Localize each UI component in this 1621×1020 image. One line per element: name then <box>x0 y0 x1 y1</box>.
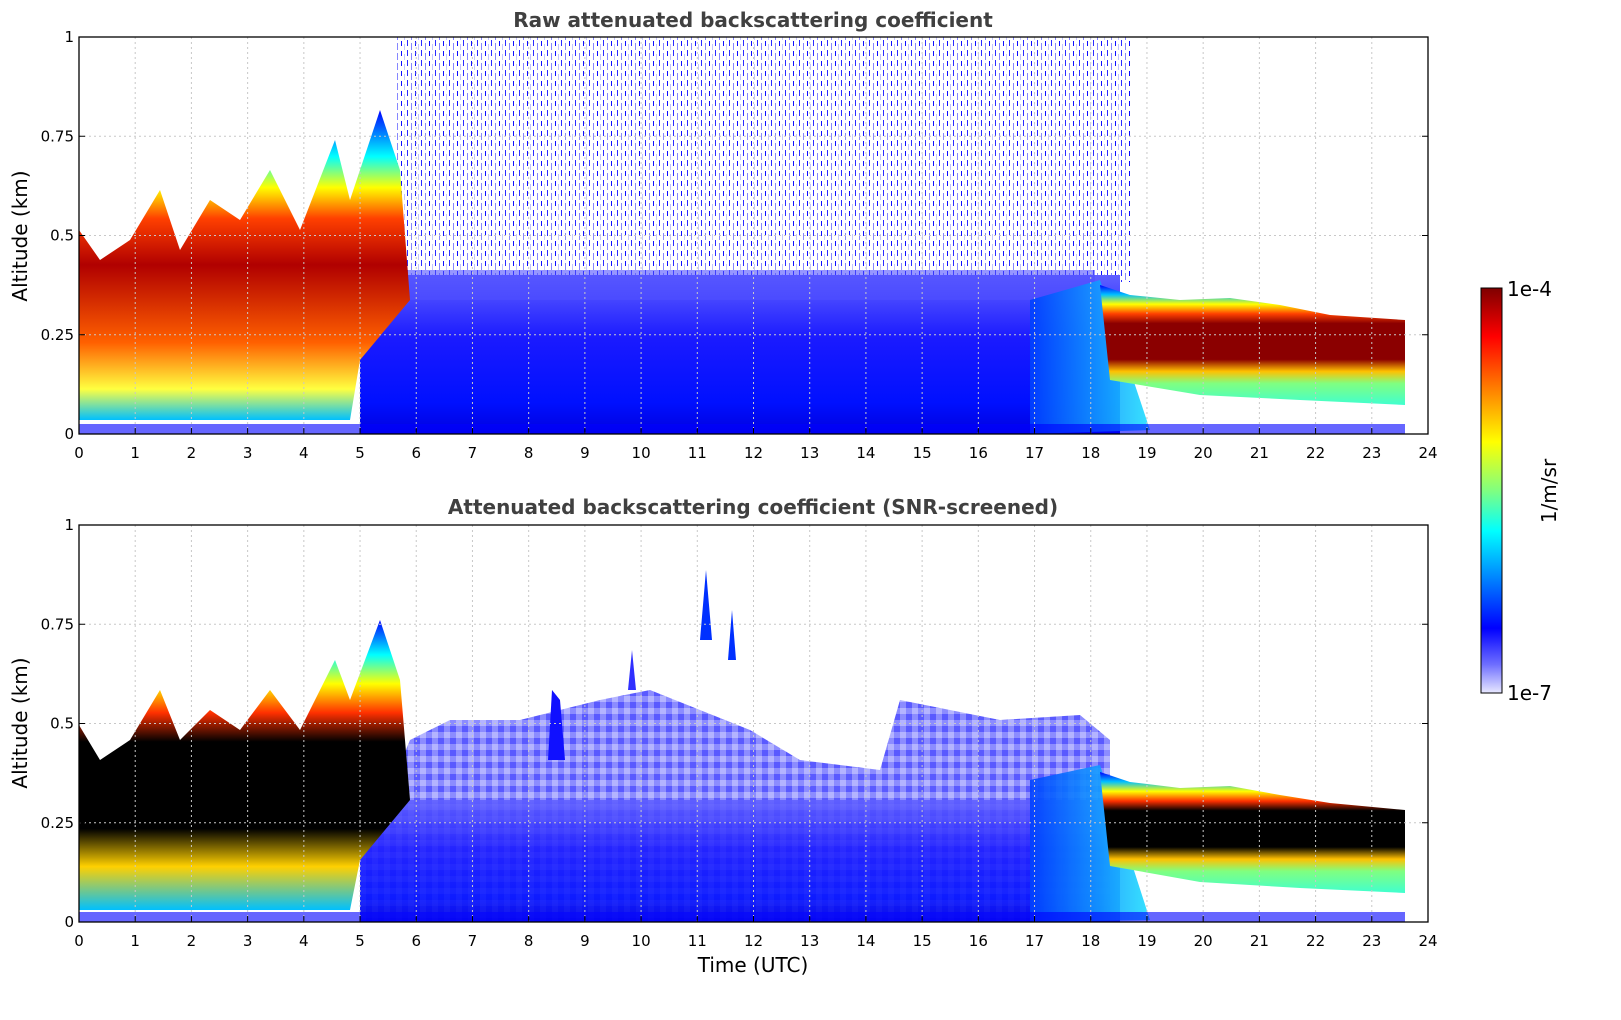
x-tick-label: 22 <box>1306 444 1325 462</box>
y-tick-label: 0.5 <box>50 715 74 733</box>
colorbar-unit-label: 1/m/sr <box>1537 458 1561 523</box>
x-tick-label: 4 <box>299 444 309 462</box>
x-tick-label: 19 <box>1137 444 1156 462</box>
grid-lines <box>79 37 1428 434</box>
x-tick-label: 16 <box>969 932 988 950</box>
x-tick-label: 8 <box>524 444 534 462</box>
x-tick-label: 6 <box>411 932 421 950</box>
y-tick-label: 0.25 <box>41 814 74 832</box>
y-tick-label: 1 <box>64 516 74 534</box>
x-tick-label: 2 <box>187 932 197 950</box>
x-tick-label: 23 <box>1362 444 1381 462</box>
x-tick-label: 7 <box>468 932 478 950</box>
x-tick-label: 20 <box>1194 932 1213 950</box>
x-tick-label: 24 <box>1418 932 1437 950</box>
panel-title: Attenuated backscattering coefficient (S… <box>448 495 1058 519</box>
y-axis-label: Altitude (km) <box>8 170 32 301</box>
y-tick-label: 1 <box>64 28 74 46</box>
y-tick-label: 0 <box>64 913 74 931</box>
x-tick-label: 11 <box>688 444 707 462</box>
x-tick-label: 23 <box>1362 932 1381 950</box>
x-tick-label: 15 <box>913 444 932 462</box>
x-tick-label: 6 <box>411 444 421 462</box>
x-tick-label: 0 <box>74 444 84 462</box>
x-tick-label: 0 <box>74 932 84 950</box>
x-tick-label: 5 <box>355 444 365 462</box>
x-tick-label: 12 <box>744 932 763 950</box>
y-tick-label: 0.75 <box>41 615 74 633</box>
x-tick-label: 5 <box>355 932 365 950</box>
x-tick-label: 11 <box>688 932 707 950</box>
x-tick-label: 10 <box>632 932 651 950</box>
x-axis-label: Time (UTC) <box>697 953 809 977</box>
x-tick-label: 21 <box>1250 932 1269 950</box>
x-tick-label: 7 <box>468 444 478 462</box>
x-tick-label: 3 <box>243 444 253 462</box>
grid-lines <box>79 525 1428 922</box>
colorbar: 1e-4 1e-7 1/m/sr <box>1480 277 1561 705</box>
x-tick-label: 13 <box>800 932 819 950</box>
panel-screened: Attenuated backscattering coefficient (S… <box>8 495 1438 977</box>
x-tick-label: 1 <box>130 444 140 462</box>
y-tick-label: 0.5 <box>50 227 74 245</box>
y-axis: 0 0.25 0.5 0.75 1 <box>41 516 1428 931</box>
x-axis: 0 1 2 3 4 5 6 7 8 9 10 11 12 13 14 15 16 17 18 19 20 21 22 23 24 <box>74 428 1438 462</box>
colorbar-max-label: 1e-4 <box>1507 277 1552 301</box>
colorbar-gradient <box>1480 287 1503 694</box>
x-tick-label: 10 <box>632 444 651 462</box>
x-tick-label: 9 <box>580 444 590 462</box>
x-tick-label: 24 <box>1418 444 1437 462</box>
x-tick-label: 14 <box>856 932 875 950</box>
x-tick-label: 8 <box>524 932 534 950</box>
x-tick-label: 9 <box>580 932 590 950</box>
x-tick-label: 14 <box>856 444 875 462</box>
y-tick-label: 0.75 <box>41 127 74 145</box>
x-tick-label: 12 <box>744 444 763 462</box>
x-tick-label: 18 <box>1081 444 1100 462</box>
x-tick-label: 15 <box>913 932 932 950</box>
x-tick-label: 16 <box>969 444 988 462</box>
x-tick-label: 17 <box>1025 444 1044 462</box>
x-tick-label: 21 <box>1250 444 1269 462</box>
y-axis: 0 0.25 0.5 0.75 1 <box>41 28 1428 443</box>
y-axis-label: Altitude (km) <box>8 657 32 788</box>
x-tick-label: 18 <box>1081 932 1100 950</box>
x-tick-label: 13 <box>800 444 819 462</box>
panel-raw: Raw attenuated backscattering coefficien… <box>8 8 1438 462</box>
x-tick-label: 20 <box>1194 444 1213 462</box>
x-tick-label: 3 <box>243 932 253 950</box>
x-tick-label: 22 <box>1306 932 1325 950</box>
x-axis: 0 1 2 3 4 5 6 7 8 9 10 11 12 13 14 15 16 17 18 19 20 21 22 23 24 <box>74 916 1438 950</box>
colorbar-min-label: 1e-7 <box>1507 681 1552 705</box>
y-tick-label: 0 <box>64 425 74 443</box>
y-tick-label: 0.25 <box>41 326 74 344</box>
x-tick-label: 4 <box>299 932 309 950</box>
panel-title: Raw attenuated backscattering coefficien… <box>513 8 993 32</box>
x-tick-label: 19 <box>1137 932 1156 950</box>
x-tick-label: 2 <box>187 444 197 462</box>
x-tick-label: 1 <box>130 932 140 950</box>
x-tick-label: 17 <box>1025 932 1044 950</box>
